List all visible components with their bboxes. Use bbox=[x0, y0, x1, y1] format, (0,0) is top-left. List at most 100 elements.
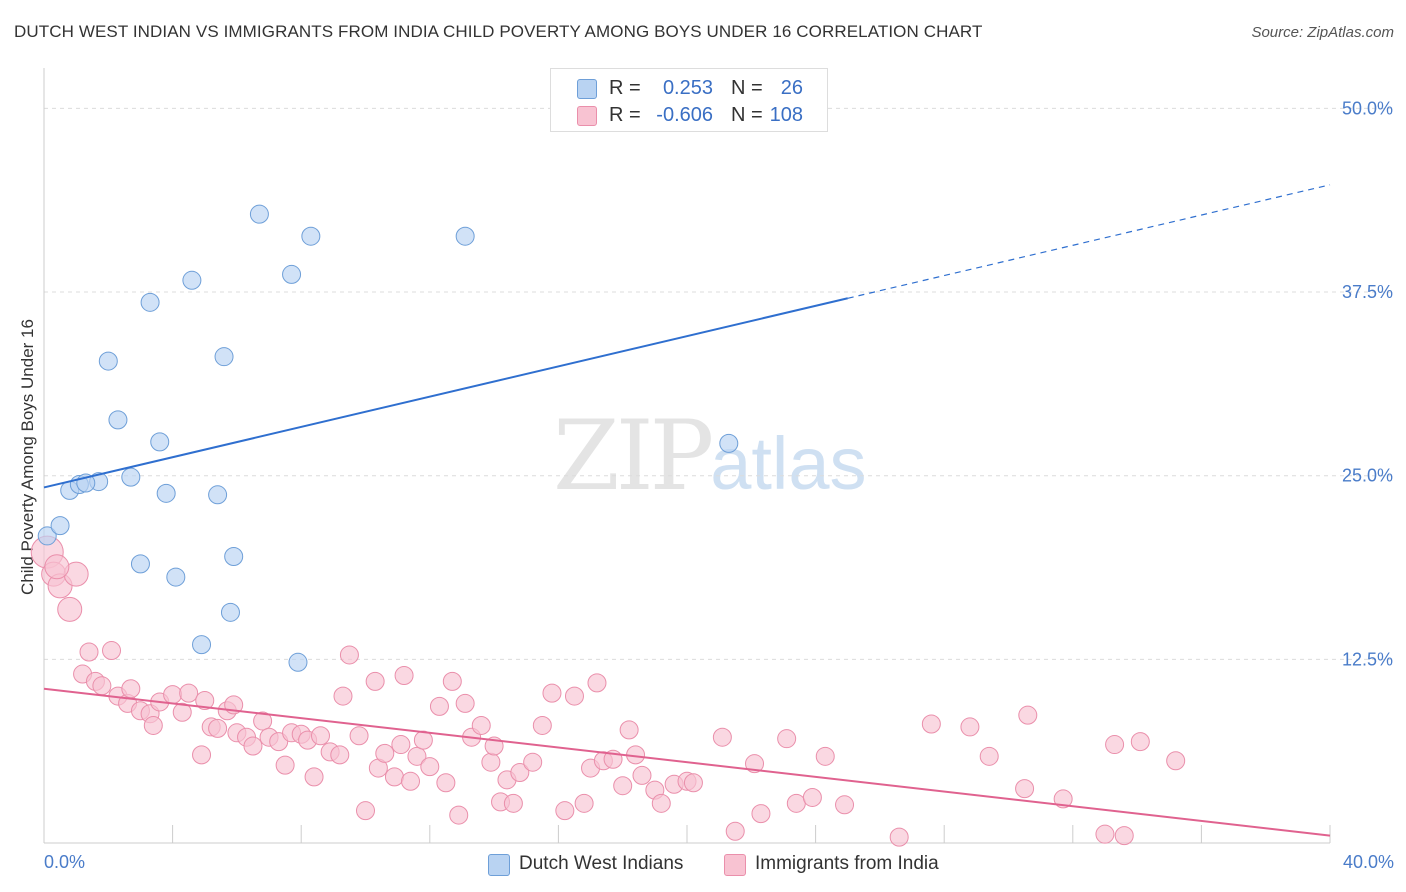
data-point bbox=[102, 641, 122, 661]
data-point bbox=[179, 683, 199, 703]
data-point bbox=[719, 433, 739, 453]
data-point bbox=[220, 602, 240, 622]
legend-r-value: 0.253 bbox=[662, 77, 713, 99]
watermark: ZIPatlas bbox=[553, 400, 867, 512]
data-point bbox=[455, 226, 475, 246]
data-point bbox=[751, 804, 771, 824]
data-point bbox=[555, 801, 575, 821]
data-point bbox=[330, 745, 350, 765]
legend-r-label: R = bbox=[609, 104, 641, 126]
data-point bbox=[140, 292, 160, 312]
legend-n-value: 26 bbox=[780, 77, 803, 99]
data-point bbox=[92, 676, 112, 696]
data-point bbox=[979, 746, 999, 766]
data-point bbox=[683, 773, 703, 793]
data-point bbox=[745, 754, 765, 774]
data-point bbox=[275, 755, 295, 775]
data-point bbox=[1114, 826, 1134, 846]
trend-line-immigrants-from-india bbox=[43, 687, 1331, 837]
data-point bbox=[121, 679, 141, 699]
data-point bbox=[333, 686, 353, 706]
data-point bbox=[243, 736, 263, 756]
data-point bbox=[339, 645, 359, 665]
trend-line-dutch-west-indians bbox=[43, 297, 848, 489]
data-point bbox=[1053, 789, 1073, 809]
data-point bbox=[960, 717, 980, 737]
legend-swatch-pink bbox=[724, 854, 746, 876]
data-point bbox=[365, 671, 385, 691]
source-label: Source: ZipAtlas.com bbox=[1251, 24, 1394, 41]
watermark-zip: ZIP bbox=[553, 400, 714, 512]
y-tick-label: 12.5% bbox=[1342, 649, 1393, 669]
legend-label: Immigrants from India bbox=[755, 853, 939, 874]
data-point bbox=[632, 765, 652, 785]
data-point bbox=[356, 801, 375, 821]
data-point bbox=[503, 793, 523, 813]
data-point bbox=[121, 467, 141, 487]
data-point bbox=[108, 410, 128, 430]
data-point bbox=[192, 745, 212, 765]
data-point bbox=[613, 776, 633, 796]
data-point bbox=[1018, 705, 1038, 725]
data-point bbox=[208, 485, 228, 505]
data-point bbox=[651, 793, 671, 813]
correlation-legend: R = 0.253 N = 26 R = -0.606 N = 108 bbox=[550, 68, 828, 132]
data-point bbox=[249, 204, 269, 224]
data-point bbox=[442, 671, 462, 691]
data-point bbox=[542, 683, 562, 703]
data-point bbox=[481, 752, 501, 772]
data-point bbox=[835, 795, 855, 815]
data-point bbox=[150, 432, 170, 452]
data-point bbox=[37, 526, 57, 546]
data-point bbox=[1015, 779, 1035, 799]
legend-swatch-blue bbox=[577, 79, 597, 99]
data-point bbox=[407, 746, 427, 766]
legend-row-dutch-west-indians: R = 0.253 N = 26 bbox=[551, 74, 827, 101]
data-point bbox=[192, 635, 212, 655]
data-point bbox=[57, 596, 83, 622]
data-point bbox=[574, 793, 594, 813]
data-point bbox=[471, 715, 491, 735]
data-point bbox=[420, 757, 440, 777]
data-point bbox=[44, 554, 70, 580]
data-point bbox=[921, 714, 941, 734]
legend-r-label: R = bbox=[609, 77, 641, 99]
legend-n-value: 108 bbox=[769, 104, 803, 126]
data-point bbox=[712, 727, 732, 747]
data-point bbox=[208, 718, 228, 738]
data-point bbox=[564, 686, 584, 706]
chart-title: DUTCH WEST INDIAN VS IMMIGRANTS FROM IND… bbox=[14, 22, 983, 41]
legend-n-label: N = bbox=[731, 77, 763, 99]
data-point bbox=[777, 729, 797, 749]
trend-line-dutch-west-indians-extension bbox=[847, 184, 1331, 299]
data-point bbox=[130, 554, 150, 574]
data-point bbox=[182, 270, 202, 290]
trend-lines bbox=[43, 184, 1331, 837]
data-point bbox=[815, 746, 835, 766]
data-point bbox=[523, 752, 543, 772]
legend-r-value: -0.606 bbox=[656, 104, 713, 126]
legend-row-immigrants-from-india: R = -0.606 N = 108 bbox=[551, 101, 827, 128]
data-point bbox=[532, 715, 552, 735]
data-point bbox=[587, 673, 607, 693]
data-point bbox=[195, 690, 215, 710]
data-point bbox=[802, 787, 822, 807]
data-point bbox=[50, 516, 70, 536]
y-tick-label: 25.0% bbox=[1342, 466, 1393, 486]
data-point bbox=[436, 773, 456, 793]
series-legend: Dutch West Indians Immigrants from India bbox=[0, 852, 1406, 878]
data-point bbox=[282, 264, 302, 284]
series-dutch-west-indians bbox=[37, 204, 739, 672]
y-tick-label: 50.0% bbox=[1342, 98, 1393, 118]
data-point bbox=[1166, 751, 1186, 771]
legend-swatch-blue bbox=[488, 854, 510, 876]
y-tick-labels: 12.5% 25.0% 37.5% 50.0% bbox=[1342, 98, 1393, 669]
data-point bbox=[449, 805, 469, 825]
data-point bbox=[510, 762, 530, 782]
data-point bbox=[79, 642, 99, 662]
data-point bbox=[401, 771, 421, 791]
data-point bbox=[413, 730, 433, 750]
data-point bbox=[429, 696, 449, 716]
data-point bbox=[375, 743, 395, 763]
data-point bbox=[1095, 824, 1115, 844]
